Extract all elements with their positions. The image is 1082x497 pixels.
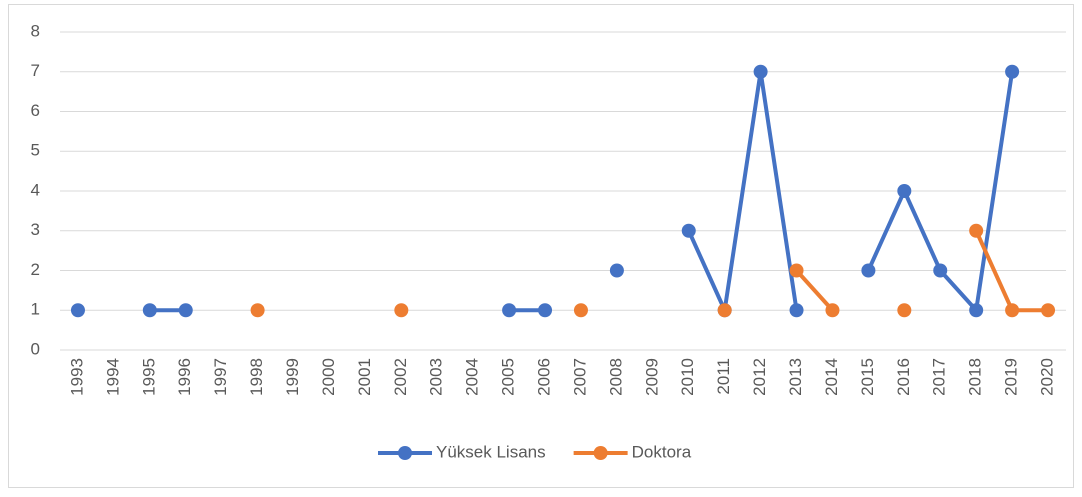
point-marker [609,263,624,278]
point-marker [142,303,157,318]
x-tick-label: 1994 [103,358,122,396]
x-tick-label: 2019 [1002,358,1021,396]
x-tick-label: 1995 [139,358,158,396]
x-tick-label: 2007 [570,358,589,396]
point-marker [717,303,732,318]
point-marker [825,303,840,318]
x-tick-label: 2000 [319,358,338,396]
x-tick-label: 2012 [750,358,769,396]
x-tick-label: 1998 [247,358,266,396]
x-tick-label: 2002 [391,358,410,396]
x-tick-label: 2020 [1038,358,1057,396]
point-marker [573,303,588,318]
chart-border [8,4,1074,488]
x-tick-label: 2009 [642,358,661,396]
y-tick-label: 1 [31,300,40,319]
point-marker [250,303,265,318]
y-tick-label: 3 [31,220,40,239]
point-marker [897,184,912,198]
y-tick-label: 2 [31,260,40,279]
x-tick-label: 2014 [822,358,841,396]
point-marker [753,64,768,79]
x-tick-label: 1996 [175,358,194,396]
point-marker [789,263,804,278]
x-tick-label: 2018 [966,358,985,396]
x-tick-label: 2006 [535,358,554,396]
x-tick-label: 2001 [355,358,374,396]
point-marker [502,303,517,318]
x-tick-label: 2005 [499,358,518,396]
x-tick-label: 2010 [678,358,697,396]
x-tick-label: 2017 [930,358,949,396]
x-tick-label: 1993 [67,358,86,396]
series-line [795,269,834,312]
y-tick-label: 6 [31,101,40,120]
x-tick-label: 2003 [427,358,446,396]
point-marker [969,303,984,318]
legend-label: Doktora [632,442,692,461]
legend-label: Yüksek Lisans [436,442,546,461]
x-tick-label: 2004 [463,358,482,396]
y-tick-label: 7 [31,61,40,80]
x-tick-label: 2008 [606,358,625,396]
legend-marker [593,446,608,460]
x-tick-label: 2015 [858,358,877,396]
point-marker [789,303,804,318]
point-marker [861,263,876,278]
point-marker [538,303,553,318]
y-tick-label: 8 [31,21,40,40]
y-tick-label: 5 [31,141,40,160]
point-marker [897,303,912,318]
point-marker [70,303,85,318]
point-marker [933,263,948,278]
x-tick-label: 2011 [714,358,733,395]
point-marker [1041,303,1056,318]
point-marker [969,223,984,238]
legend-marker [398,446,412,460]
point-marker [1005,64,1020,79]
series-line [686,69,799,313]
point-marker [178,303,193,318]
x-tick-label: 2016 [894,358,913,396]
point-marker [394,303,409,318]
x-tick-label: 1999 [283,358,302,396]
point-marker [1005,303,1020,318]
x-tick-label: 2013 [786,358,805,396]
point-marker [681,223,696,238]
y-tick-label: 0 [31,339,40,358]
y-tick-label: 4 [31,180,40,199]
x-tick-label: 1997 [211,358,230,396]
